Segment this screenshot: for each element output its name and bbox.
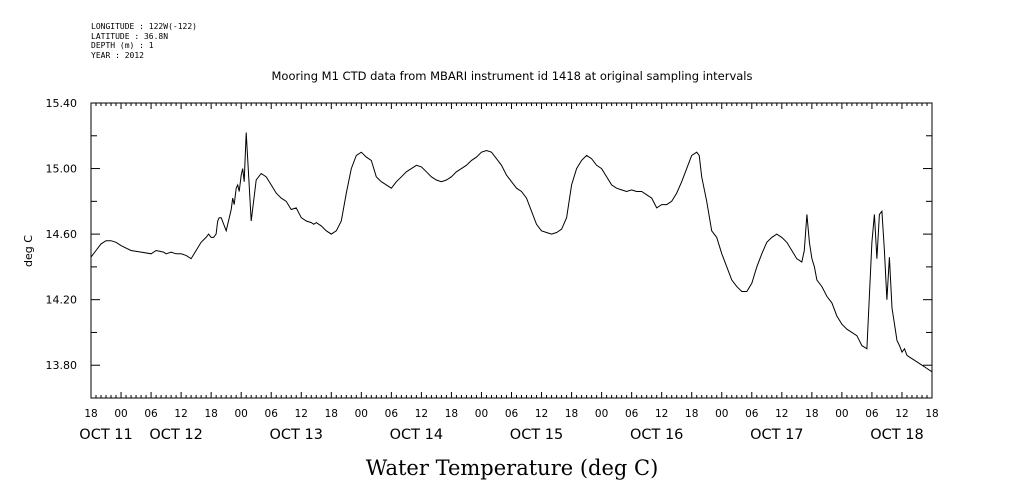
x-day-label: OCT 16 bbox=[630, 427, 683, 443]
x-tick-label: 12 bbox=[415, 408, 428, 420]
y-axis: 13.80 14.20 14.60 15.00 15.40 bbox=[46, 97, 932, 399]
y-tick-label: 13.80 bbox=[46, 359, 78, 372]
year-label: YEAR : 2012 bbox=[91, 50, 144, 60]
depth-label: DEPTH (m) : 1 bbox=[91, 41, 154, 50]
x-day-label: OCT 12 bbox=[149, 427, 202, 443]
x-tick-label: 00 bbox=[715, 408, 728, 420]
x-tick-label: 18 bbox=[565, 408, 578, 420]
y-tick-label: 15.40 bbox=[46, 97, 78, 110]
x-day-label: OCT 18 bbox=[870, 427, 923, 443]
y-axis-label: deg C bbox=[22, 235, 35, 267]
x-tick-label: 06 bbox=[505, 408, 519, 420]
x-tick-label: 12 bbox=[295, 408, 308, 420]
x-tick-label: 18 bbox=[805, 408, 818, 420]
x-tick-label: 12 bbox=[895, 408, 908, 420]
x-tick-label: 00 bbox=[114, 408, 127, 420]
x-tick-label: 00 bbox=[355, 408, 368, 420]
x-day-label: OCT 14 bbox=[390, 427, 443, 443]
x-tick-label: 18 bbox=[925, 408, 938, 420]
temperature-series-line bbox=[90, 132, 933, 373]
x-axis: 18 00 06 12 18 00 06 12 18 00 06 12 18 00 06 12 18 00 06 12… bbox=[79, 103, 939, 443]
x-tick-label: 06 bbox=[625, 408, 639, 420]
x-tick-label: 06 bbox=[385, 408, 399, 420]
x-tick-label: 00 bbox=[835, 408, 848, 420]
latitude-label: LATITUDE : 36.8N bbox=[91, 31, 169, 41]
x-tick-label: 18 bbox=[84, 408, 97, 420]
metadata-block: LONGITUDE : 122W(-122) LATITUDE : 36.8N … bbox=[91, 22, 197, 60]
x-tick-label: 00 bbox=[595, 408, 608, 420]
x-tick-label: 06 bbox=[265, 408, 279, 420]
x-tick-label: 06 bbox=[745, 408, 759, 420]
x-tick-label: 12 bbox=[775, 408, 788, 420]
plot-frame bbox=[90, 102, 933, 399]
x-day-label: OCT 11 bbox=[79, 427, 132, 443]
x-tick-label: 18 bbox=[204, 408, 217, 420]
x-tick-label: 12 bbox=[174, 408, 187, 420]
x-tick-label: 00 bbox=[234, 408, 247, 420]
longitude-label: LONGITUDE : 122W(-122) bbox=[91, 22, 197, 31]
x-tick-label: 06 bbox=[865, 408, 879, 420]
y-tick-label: 14.60 bbox=[46, 228, 78, 241]
x-tick-label: 06 bbox=[144, 408, 158, 420]
x-tick-label: 12 bbox=[655, 408, 668, 420]
x-day-label: OCT 13 bbox=[270, 427, 323, 443]
y-tick-label: 14.20 bbox=[46, 294, 78, 307]
x-tick-label: 18 bbox=[445, 408, 458, 420]
x-tick-label: 00 bbox=[475, 408, 488, 420]
chart-title: Mooring M1 CTD data from MBARI instrumen… bbox=[272, 69, 753, 83]
x-tick-label: 12 bbox=[535, 408, 548, 420]
y-tick-label: 15.00 bbox=[46, 163, 78, 176]
x-day-label: OCT 17 bbox=[750, 427, 803, 443]
x-axis-label: Water Temperature (deg C) bbox=[366, 456, 659, 480]
x-tick-label: 18 bbox=[325, 408, 338, 420]
x-day-label: OCT 15 bbox=[510, 427, 563, 443]
x-tick-label: 18 bbox=[685, 408, 698, 420]
